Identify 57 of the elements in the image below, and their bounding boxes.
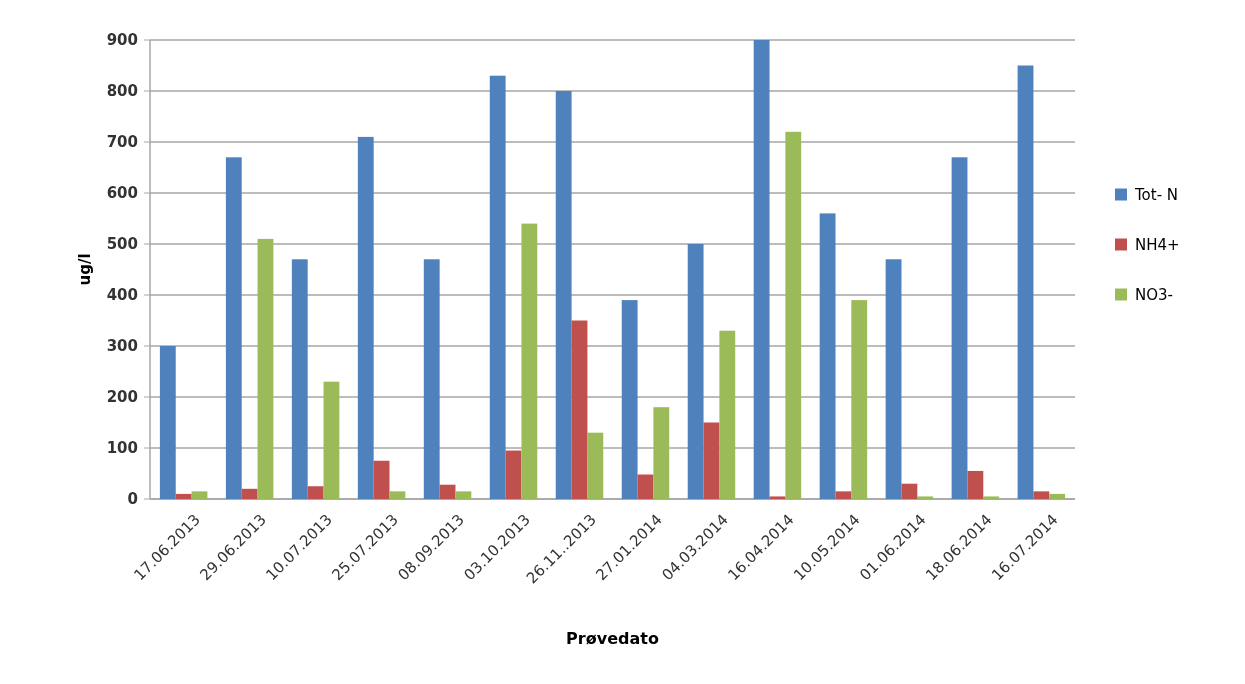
bar (653, 407, 670, 499)
bar (621, 300, 638, 499)
bar (521, 223, 538, 499)
bar (1017, 65, 1034, 499)
bar (1033, 491, 1050, 499)
bar (191, 491, 208, 499)
bar (719, 330, 736, 499)
y-tick-label: 300 (106, 337, 138, 356)
bar (687, 244, 704, 499)
bar (1049, 493, 1066, 499)
bar (423, 259, 440, 499)
bar (769, 496, 786, 499)
bar (835, 491, 852, 499)
bar (637, 474, 654, 499)
bar (983, 496, 1000, 499)
legend-label: Tot- N (1134, 185, 1179, 204)
y-tick-label: 500 (106, 235, 138, 254)
bar (225, 157, 242, 499)
bar (291, 259, 308, 499)
bar (967, 470, 984, 499)
legend-label: NO3- (1135, 285, 1173, 304)
y-tick-label: 800 (106, 82, 138, 101)
bar (571, 320, 588, 499)
legend-label: NH4+ (1135, 235, 1180, 254)
bar (241, 488, 258, 499)
bar (489, 75, 506, 499)
bar (505, 450, 522, 499)
bar (885, 259, 902, 499)
bar (851, 300, 868, 499)
y-tick-label: 200 (106, 388, 138, 407)
bar (785, 131, 802, 499)
bar (917, 496, 934, 499)
bar (175, 493, 192, 499)
y-tick-label: 100 (106, 439, 138, 458)
bar (257, 238, 274, 499)
bar (323, 381, 340, 499)
bar (357, 136, 374, 499)
y-axis-title: ug/l (76, 253, 94, 286)
y-tick-label: 900 (106, 31, 138, 50)
y-tick-label: 600 (106, 184, 138, 203)
bar (159, 346, 176, 499)
bar (753, 40, 770, 499)
bar (819, 213, 836, 499)
bar (555, 91, 572, 499)
x-axis-title: Prøvedato (566, 629, 659, 648)
bar (389, 491, 406, 499)
y-tick-label: 700 (106, 133, 138, 152)
bar (901, 483, 918, 499)
bar (703, 422, 720, 499)
bar (455, 491, 472, 499)
bar (587, 432, 604, 499)
bar (951, 157, 968, 499)
bar (439, 484, 456, 499)
bar (373, 460, 390, 499)
y-tick-label: 400 (106, 286, 138, 305)
bar (307, 486, 324, 499)
y-tick-label: 0 (127, 490, 138, 509)
